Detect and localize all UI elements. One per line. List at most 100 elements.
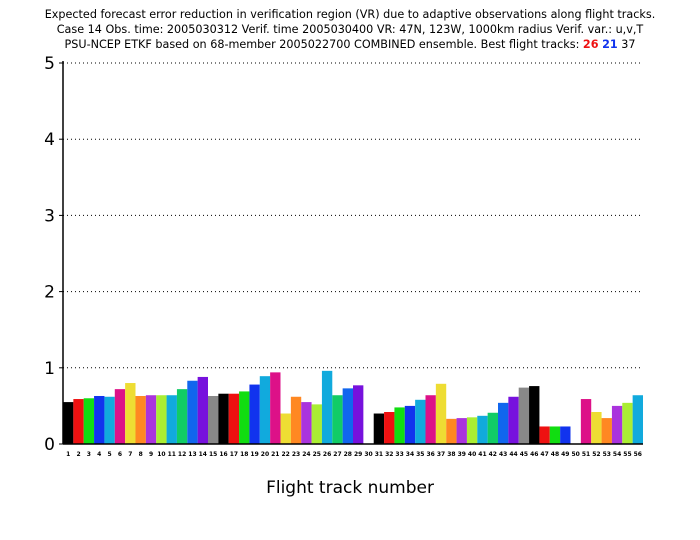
bar-track-19 — [249, 384, 260, 444]
bar-track-48 — [549, 426, 561, 444]
bar-track-16 — [218, 393, 229, 444]
x-tick-label-13: 13 — [188, 451, 196, 458]
x-tick-label-30: 30 — [364, 451, 372, 458]
bar-track-52 — [591, 412, 602, 444]
x-tick-label-6: 6 — [118, 451, 122, 458]
bar-track-1 — [63, 402, 74, 444]
chart-title-line-3: PSU-NCEP ETKF based on 68-member 2005022… — [0, 38, 700, 52]
y-tick-label-3: 3 — [44, 206, 55, 226]
bar-track-8 — [135, 395, 146, 444]
x-tick-label-51: 51 — [582, 451, 590, 458]
bar-track-25 — [311, 404, 322, 444]
bar-track-54 — [611, 405, 623, 444]
x-tick-label-14: 14 — [199, 451, 207, 458]
bar-track-49 — [560, 426, 571, 444]
x-tick-label-12: 12 — [178, 451, 186, 458]
x-tick-label-53: 53 — [603, 451, 611, 458]
chart-title-line-2: Case 14 Obs. time: 2005030312 Verif. tim… — [56, 23, 644, 36]
x-tick-label-10: 10 — [157, 451, 165, 458]
bar-track-6 — [114, 389, 126, 444]
chart-title-line-1: Expected forecast error reduction in ver… — [44, 8, 656, 21]
bar-track-38 — [446, 418, 457, 444]
bar-track-32 — [384, 412, 395, 444]
x-tick-label-16: 16 — [219, 451, 227, 458]
bar-track-21 — [270, 372, 281, 444]
x-tick-label-31: 31 — [375, 451, 383, 458]
x-tick-label-24: 24 — [302, 451, 310, 458]
x-tick-label-45: 45 — [520, 451, 528, 458]
bar-track-53 — [601, 418, 612, 444]
bar-track-28 — [342, 388, 353, 444]
bar-track-20 — [259, 376, 271, 444]
x-tick-label-18: 18 — [240, 451, 248, 458]
bar-track-35 — [415, 399, 426, 444]
bar-track-45 — [518, 387, 530, 444]
x-tick-label-17: 17 — [230, 451, 238, 458]
x-tick-label-22: 22 — [282, 451, 290, 458]
axes — [62, 61, 643, 445]
x-tick-label-44: 44 — [509, 451, 517, 458]
x-tick-label-54: 54 — [613, 451, 621, 458]
x-tick-label-25: 25 — [313, 451, 321, 458]
x-tick-label-50: 50 — [572, 451, 580, 458]
bar-track-33 — [394, 407, 405, 444]
x-tick-label-41: 41 — [478, 451, 486, 458]
bar-track-31 — [373, 413, 385, 444]
bar-track-22 — [280, 413, 291, 444]
x-tick-label-21: 21 — [271, 451, 279, 458]
x-tick-label-34: 34 — [406, 451, 414, 458]
grid-lines — [63, 62, 643, 369]
bar-track-7 — [125, 383, 136, 444]
x-axis-label: Flight track number — [266, 478, 434, 498]
x-tick-label-55: 55 — [623, 451, 631, 458]
bars — [63, 370, 643, 444]
x-tick-label-52: 52 — [592, 451, 600, 458]
x-tick-label-11: 11 — [168, 451, 176, 458]
x-tick-label-9: 9 — [149, 451, 153, 458]
bar-track-3 — [83, 398, 95, 444]
bar-track-2 — [73, 399, 84, 444]
x-tick-label-29: 29 — [354, 451, 362, 458]
bar-track-4 — [94, 395, 105, 444]
bar-track-47 — [539, 426, 550, 444]
x-tick-label-43: 43 — [499, 451, 507, 458]
x-tick-label-28: 28 — [344, 451, 352, 458]
bar-track-36 — [425, 395, 436, 444]
x-tick-label-36: 36 — [427, 451, 435, 458]
x-tick-label-37: 37 — [437, 451, 445, 458]
x-tick-label-2: 2 — [76, 451, 80, 458]
bar-track-27 — [332, 395, 343, 444]
x-tick-label-4: 4 — [97, 451, 101, 458]
bar-track-51 — [580, 399, 592, 444]
bar-track-17 — [228, 393, 240, 444]
x-tick-label-8: 8 — [139, 451, 143, 458]
x-tick-label-26: 26 — [323, 451, 331, 458]
bar-track-41 — [477, 415, 488, 444]
bar-track-18 — [239, 391, 250, 444]
x-tick-label-56: 56 — [634, 451, 642, 458]
y-tick-label-4: 4 — [44, 130, 55, 150]
bar-track-39 — [456, 418, 467, 444]
x-tick-label-49: 49 — [561, 451, 569, 458]
x-tick-label-32: 32 — [385, 451, 393, 458]
x-tick-label-20: 20 — [261, 451, 269, 458]
x-tick-label-15: 15 — [209, 451, 217, 458]
bar-track-10 — [156, 395, 167, 444]
x-tick-labels: 1 2 3 4 5 6 7 8 9 10 11 12 13 14 15 16 17 18 19 20 21 22 23 24 2… — [66, 451, 642, 458]
bar-track-23 — [290, 396, 302, 444]
y-tick-label-2: 2 — [44, 283, 55, 303]
y-tick-label-0: 0 — [44, 435, 55, 455]
x-tick-label-42: 42 — [489, 451, 497, 458]
y-tick-labels: 0 1 2 3 4 5 — [44, 54, 63, 455]
bar-track-13 — [187, 380, 198, 444]
x-tick-label-35: 35 — [416, 451, 424, 458]
x-tick-label-23: 23 — [292, 451, 300, 458]
x-tick-label-3: 3 — [87, 451, 91, 458]
bar-track-12 — [176, 389, 188, 444]
x-tick-label-33: 33 — [395, 451, 403, 458]
x-tick-label-7: 7 — [128, 451, 132, 458]
bar-track-56 — [632, 395, 643, 444]
bar-track-15 — [208, 395, 219, 444]
bar-track-11 — [166, 395, 177, 444]
bar-track-5 — [104, 396, 115, 444]
